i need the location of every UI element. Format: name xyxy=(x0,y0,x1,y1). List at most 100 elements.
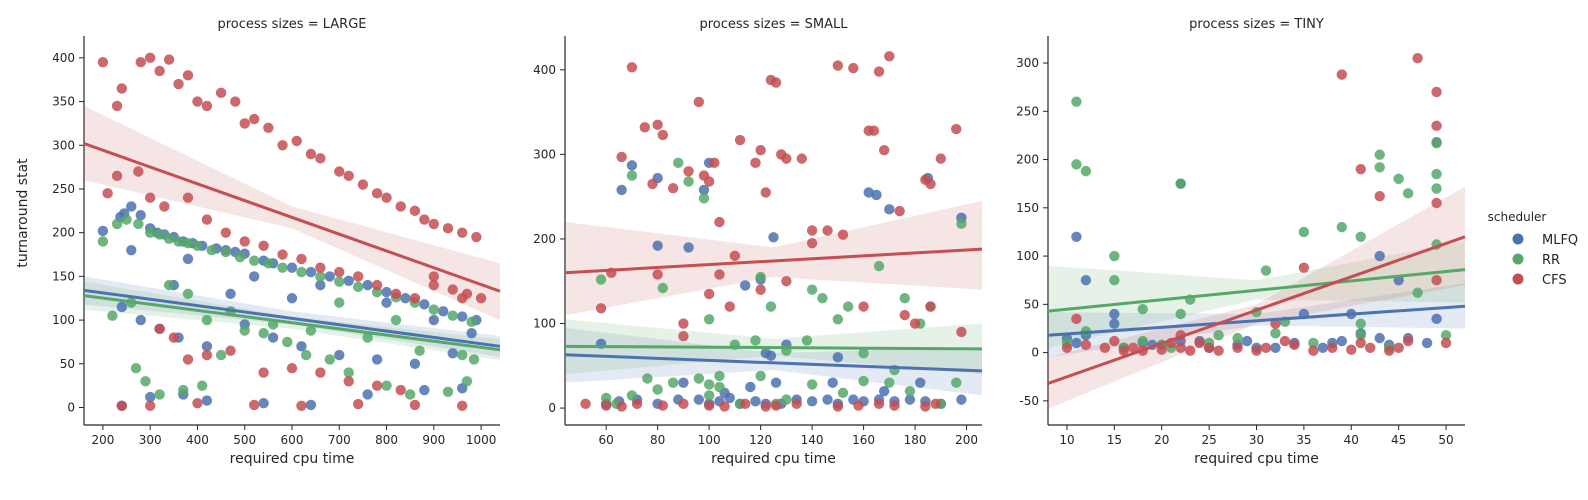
legend-label-rr: RR xyxy=(1542,253,1560,268)
y-tick-label: 300 xyxy=(1016,56,1039,70)
data-point-cfs xyxy=(639,122,650,133)
data-point-mlfq xyxy=(1071,231,1082,242)
y-tick-label: 350 xyxy=(52,95,75,109)
data-point-mlfq xyxy=(616,184,627,196)
data-point-cfs xyxy=(1213,345,1224,356)
data-point-mlfq xyxy=(739,280,751,291)
data-point-rr xyxy=(714,370,725,382)
data-point-cfs xyxy=(192,397,203,409)
y-tick-label: 200 xyxy=(533,232,556,246)
data-point-rr xyxy=(904,385,916,397)
data-point-rr xyxy=(626,170,638,181)
data-point-cfs xyxy=(657,400,669,411)
data-point-rr xyxy=(107,310,118,321)
data-point-rr xyxy=(755,271,766,283)
data-point-rr xyxy=(154,389,165,400)
data-point-mlfq xyxy=(770,377,782,388)
data-point-mlfq xyxy=(745,381,756,393)
data-point-rr xyxy=(178,384,189,396)
data-point-rr xyxy=(1336,221,1347,233)
x-tick-label: 900 xyxy=(422,433,445,447)
data-point-rr xyxy=(673,157,684,169)
data-point-mlfq xyxy=(305,399,317,411)
regression-line-rr xyxy=(1047,268,1466,313)
data-point-rr xyxy=(667,377,679,388)
data-point-rr xyxy=(956,218,967,229)
data-point-rr xyxy=(220,246,232,258)
data-point-rr xyxy=(899,292,910,304)
data-point-rr xyxy=(703,314,715,325)
data-point-cfs xyxy=(1109,335,1120,347)
x-tick-label: 25 xyxy=(1201,433,1216,447)
data-point-cfs xyxy=(1365,342,1376,353)
data-point-rr xyxy=(468,354,480,365)
data-point-cfs xyxy=(616,401,627,412)
legend-marker-mlfq xyxy=(1512,233,1524,245)
data-point-rr xyxy=(133,218,144,230)
data-point-mlfq xyxy=(765,350,777,361)
data-point-rr xyxy=(215,349,227,361)
x-tick-label: 800 xyxy=(375,433,398,447)
data-point-cfs xyxy=(1383,345,1395,356)
data-point-cfs xyxy=(296,400,307,411)
data-point-rr xyxy=(1355,330,1366,341)
data-point-cfs xyxy=(631,398,643,410)
data-point-mlfq xyxy=(258,397,269,409)
data-point-rr xyxy=(182,288,194,300)
data-point-cfs xyxy=(652,269,663,280)
regression-line-cfs xyxy=(1047,235,1466,385)
y-axis-label: turnaround stat xyxy=(15,158,31,268)
data-point-rr xyxy=(750,335,761,346)
x-tick-label: 35 xyxy=(1296,433,1311,447)
data-point-rr xyxy=(1393,173,1404,185)
data-point-cfs xyxy=(315,367,326,378)
data-point-mlfq xyxy=(362,389,373,400)
data-point-mlfq xyxy=(438,306,449,317)
panel-2: 10 15 20 25 30 35 40 45 50 -50 0 50 100 150 200 250 300 p… xyxy=(1016,17,1466,467)
data-point-cfs xyxy=(755,284,766,295)
data-point-rr xyxy=(305,325,317,336)
data-point-mlfq xyxy=(678,377,689,388)
data-point-cfs xyxy=(1393,342,1404,353)
data-point-cfs xyxy=(719,401,730,412)
data-point-cfs xyxy=(116,400,128,411)
data-point-cfs xyxy=(693,96,705,108)
data-point-mlfq xyxy=(904,394,916,405)
data-point-cfs xyxy=(580,398,591,410)
data-point-cfs xyxy=(475,293,487,304)
data-point-cfs xyxy=(1203,342,1215,353)
data-point-rr xyxy=(315,271,326,282)
data-point-cfs xyxy=(1336,69,1347,80)
data-point-cfs xyxy=(1232,342,1243,353)
data-point-cfs xyxy=(1355,164,1366,175)
data-point-cfs xyxy=(755,144,766,156)
data-point-cfs xyxy=(409,205,421,217)
data-point-rr xyxy=(600,392,612,404)
data-point-cfs xyxy=(1184,345,1196,356)
y-tick-label: 0 xyxy=(1031,346,1039,360)
data-point-cfs xyxy=(248,399,260,411)
data-point-rr xyxy=(817,292,828,304)
data-point-cfs xyxy=(935,153,947,164)
data-point-rr xyxy=(206,244,217,256)
data-point-cfs xyxy=(873,66,885,77)
x-tick-label: 500 xyxy=(233,433,256,447)
x-tick-label: 600 xyxy=(281,433,304,447)
data-point-cfs xyxy=(395,384,406,396)
data-point-cfs xyxy=(286,362,298,374)
data-point-rr xyxy=(121,214,132,225)
data-point-cfs xyxy=(371,380,383,391)
data-point-cfs xyxy=(1346,344,1357,355)
data-point-cfs xyxy=(263,122,274,133)
x-tick-label: 40 xyxy=(1344,433,1359,447)
data-point-cfs xyxy=(116,83,128,94)
data-point-cfs xyxy=(837,229,849,240)
data-point-cfs xyxy=(760,187,771,198)
data-point-cfs xyxy=(683,166,694,177)
data-point-cfs xyxy=(1279,335,1291,347)
data-point-mlfq xyxy=(362,279,373,291)
panels: 200 300 400 500 600 700 800 900 1000050100150200… xyxy=(52,17,1466,467)
data-point-rr xyxy=(144,227,156,238)
data-point-cfs xyxy=(667,183,679,194)
data-point-mlfq xyxy=(135,210,146,221)
